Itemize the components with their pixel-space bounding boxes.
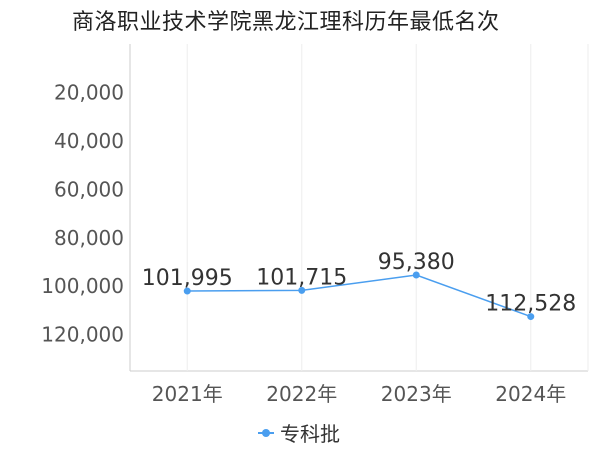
data-label: 101,715 — [256, 265, 347, 290]
data-label: 112,528 — [485, 292, 576, 317]
data-point — [412, 271, 420, 279]
data-label: 95,380 — [378, 250, 455, 275]
legend-label: 专科批 — [280, 422, 340, 446]
data-point — [298, 286, 306, 294]
legend[interactable]: 专科批 — [258, 418, 340, 447]
y-tick-label: 40,000 — [54, 129, 124, 153]
x-tick-label: 2021年 — [152, 382, 223, 406]
data-point — [183, 287, 191, 295]
y-tick-label: 60,000 — [54, 177, 124, 201]
x-tick-label: 2023年 — [381, 382, 452, 406]
x-tick-label: 2024年 — [495, 382, 566, 406]
legend-marker-icon — [258, 428, 274, 438]
y-tick-label: 100,000 — [41, 274, 124, 298]
y-tick-label: 80,000 — [54, 226, 124, 250]
y-tick-label: 120,000 — [41, 323, 124, 347]
data-label: 101,995 — [142, 266, 233, 291]
chart-title: 商洛职业技术学院黑龙江理科历年最低名次 — [72, 10, 500, 35]
series-line — [187, 274, 532, 318]
x-tick-label: 2022年 — [266, 382, 337, 406]
data-point — [527, 313, 535, 321]
y-tick-label: 20,000 — [54, 80, 124, 104]
